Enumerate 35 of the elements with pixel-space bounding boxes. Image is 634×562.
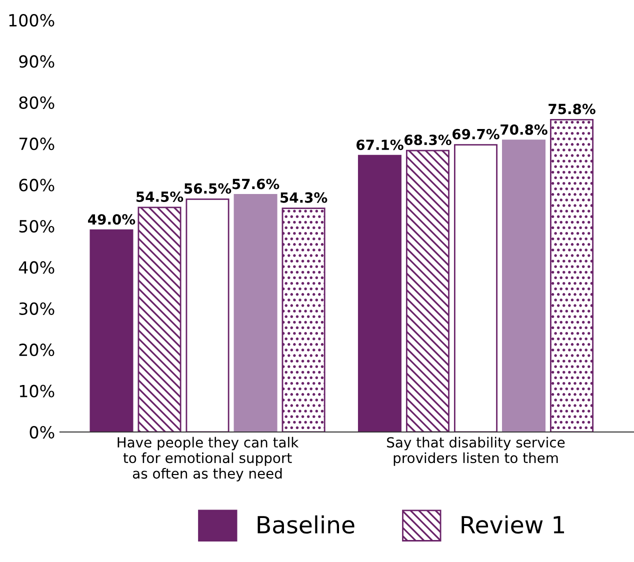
bar xyxy=(502,140,546,432)
legend-label: Review 1 xyxy=(462,515,564,534)
data-label: 67.1% xyxy=(356,140,404,150)
data-label: 54.5% xyxy=(136,191,184,202)
data-label: 57.6% xyxy=(232,178,280,190)
x-tick-label: Say that disability service providers listen to them xyxy=(387,436,565,466)
y-tick-label: 40% xyxy=(18,261,54,274)
bar xyxy=(90,229,134,432)
bar xyxy=(234,194,278,432)
y-tick-label: 30% xyxy=(19,302,54,315)
x-tick-label: Have people they can talk to for emotional support as often as they need xyxy=(118,436,299,482)
data-label: 75.8% xyxy=(548,104,596,114)
bar xyxy=(138,206,182,432)
bar xyxy=(186,198,230,432)
bar xyxy=(358,154,402,432)
y-tick-label: 80% xyxy=(19,96,54,109)
data-label: 54.3% xyxy=(280,192,328,203)
y-tick-label: 100% xyxy=(9,14,54,27)
bar xyxy=(550,119,594,432)
data-label: 56.5% xyxy=(184,183,232,194)
y-tick-label: 50% xyxy=(19,220,54,233)
legend-label: Baseline xyxy=(258,515,354,534)
y-tick-label: 60% xyxy=(19,178,54,192)
data-label: 49.0% xyxy=(88,214,136,225)
y-tick-label: 70% xyxy=(19,138,54,150)
bar xyxy=(454,144,498,432)
y-tick-label: 10% xyxy=(20,384,54,398)
y-tick-label: 20% xyxy=(19,344,54,356)
y-tick-label: 0% xyxy=(30,426,54,439)
bar xyxy=(282,208,326,432)
data-label: 70.8% xyxy=(500,124,548,135)
y-tick-label: 90% xyxy=(19,55,54,68)
data-label: 68.3% xyxy=(404,134,452,146)
bar xyxy=(406,150,450,432)
data-label: 69.7% xyxy=(452,128,500,140)
